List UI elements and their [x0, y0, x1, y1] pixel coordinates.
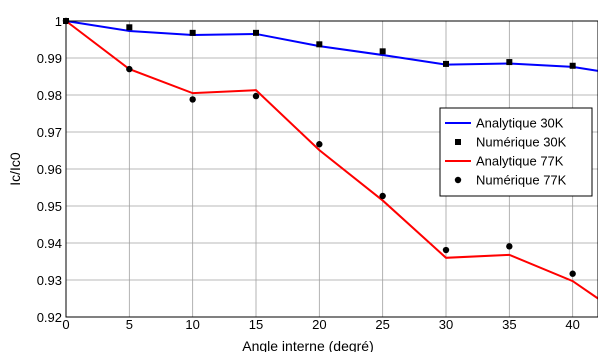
x-tick-label: 20 — [312, 317, 326, 332]
data-point-circle — [189, 96, 196, 103]
x-tick-label: 30 — [439, 317, 453, 332]
series-line — [65, 20, 598, 300]
data-point-square — [316, 41, 323, 48]
legend-item-numerique-77k: Numérique 77K — [454, 173, 567, 188]
data-point-circle — [506, 243, 513, 250]
ticks: 0 5 10 15 20 25 30 35 40 0.92 0.93 0.94 0.95 0.96 0.97… — [37, 14, 580, 332]
series-line — [65, 20, 598, 72]
y-tick-label: 0.94 — [37, 236, 62, 251]
series-analytique-30k — [65, 20, 598, 72]
data-point-square — [569, 62, 576, 69]
y-axis-label: Ic/Ic0 — [7, 152, 23, 186]
legend-circle-marker — [454, 176, 462, 184]
legend: Analytique 30K Numérique 30K Analytique 77… — [439, 107, 593, 197]
x-tick-label: 40 — [565, 317, 579, 332]
y-tick-label: 0.92 — [37, 310, 62, 325]
x-tick-label: 25 — [375, 317, 389, 332]
data-point-circle — [252, 92, 260, 100]
data-point-square — [379, 48, 386, 55]
legend-square-marker — [455, 139, 461, 145]
data-point-square — [189, 29, 196, 36]
data-point-circle — [379, 192, 386, 200]
legend-item-analytique-77k: Analytique 77K — [445, 154, 564, 169]
y-tick-label: 0.98 — [37, 88, 62, 103]
data-point-square — [443, 60, 449, 67]
data-point-circle — [442, 246, 450, 254]
legend-label: Analytique 77K — [476, 154, 564, 169]
y-tick-label: 0.97 — [37, 125, 62, 140]
y-tick-label: 1 — [55, 14, 62, 29]
y-tick-label: 0.96 — [37, 162, 62, 177]
legend-label: Analytique 30K — [476, 116, 564, 131]
series-layer — [62, 17, 598, 300]
y-tick-label: 0.93 — [37, 273, 62, 288]
legend-label: Numérique 77K — [476, 173, 567, 188]
data-point-circle — [316, 141, 323, 148]
legend-item-numerique-30k: Numérique 30K — [455, 135, 567, 150]
legend-label: Numérique 30K — [476, 135, 567, 150]
data-point-square — [506, 59, 513, 66]
legend-item-analytique-30k: Analytique 30K — [445, 116, 564, 131]
plot-frame — [65, 20, 598, 318]
x-tick-label: 35 — [502, 317, 516, 332]
x-tick-label: 10 — [185, 317, 199, 332]
x-axis-label: Angle interne (degré) — [242, 338, 374, 352]
data-point-square — [126, 24, 133, 31]
x-tick-label: 5 — [126, 317, 133, 332]
x-tick-label: 0 — [62, 317, 69, 332]
data-point-circle — [569, 270, 576, 277]
x-tick-label: 15 — [249, 317, 263, 332]
data-point-circle — [126, 65, 133, 73]
data-point-square — [253, 29, 259, 36]
series-analytique-77k — [65, 20, 598, 300]
y-tick-label: 0.99 — [37, 51, 62, 66]
y-tick-label: 0.95 — [37, 199, 62, 214]
